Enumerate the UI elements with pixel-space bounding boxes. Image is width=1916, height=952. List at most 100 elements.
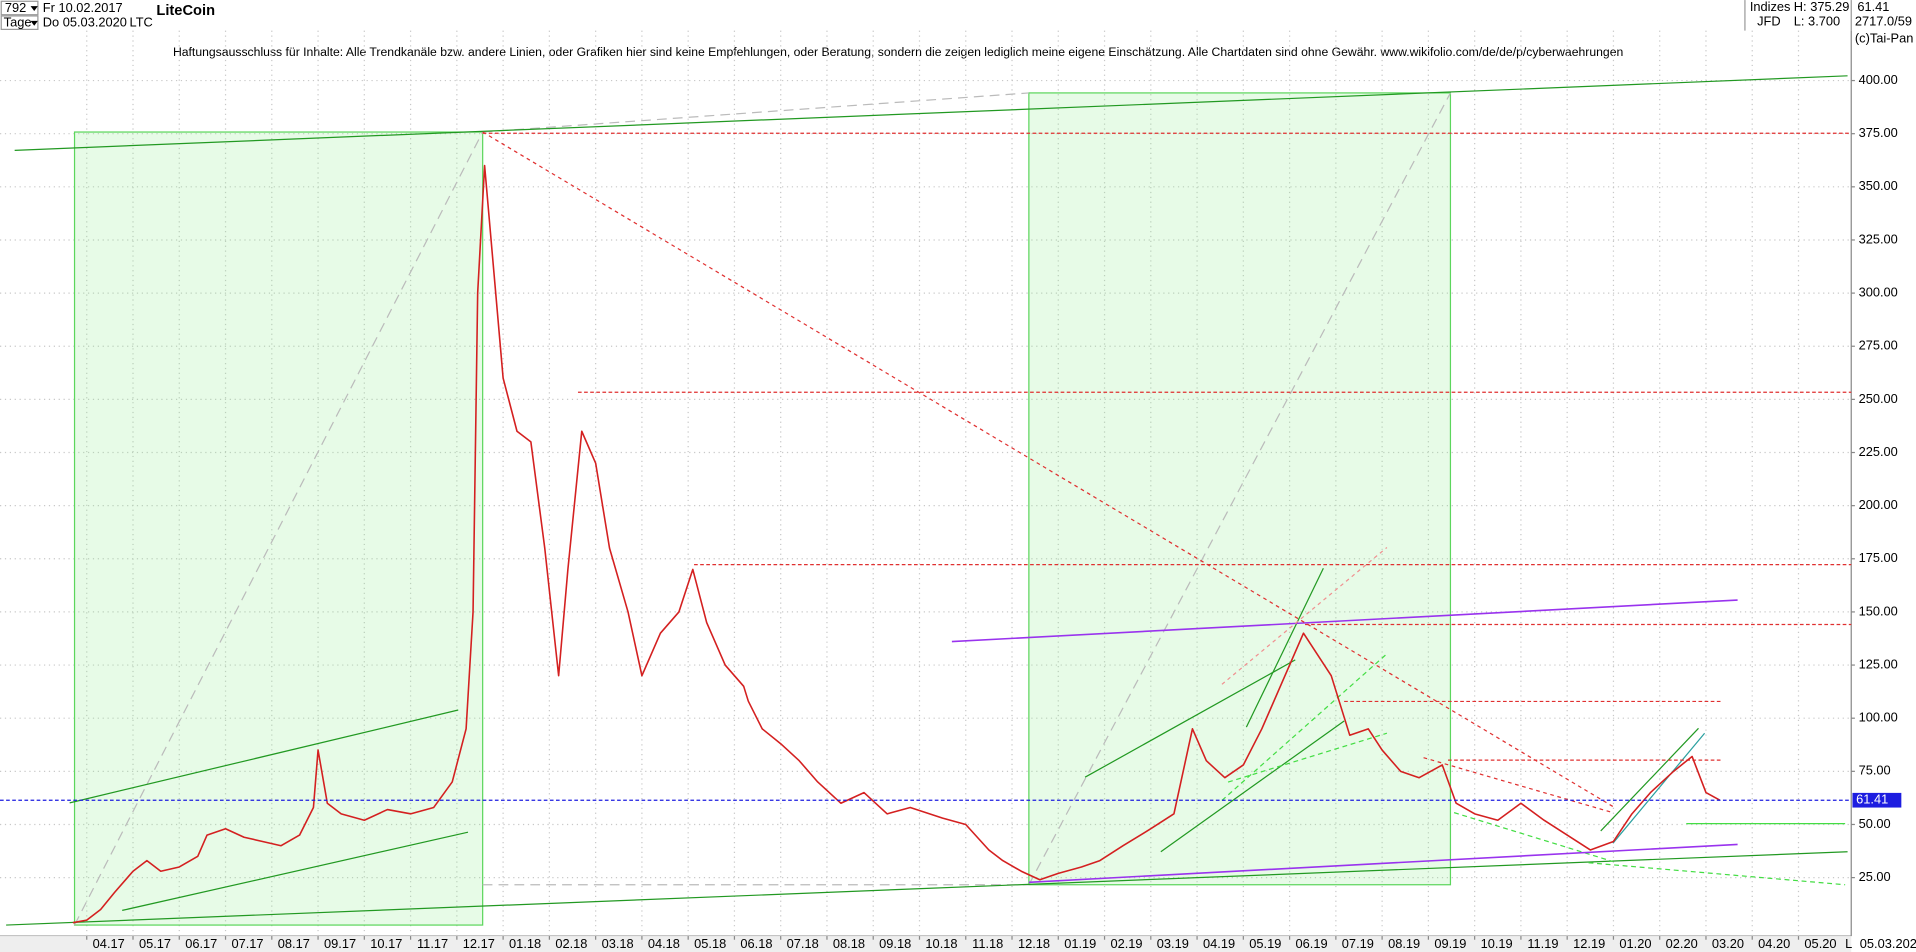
x-tick-label: 08.17 [278,936,310,951]
x-tick-label: 02.20 [1666,936,1698,951]
trend-line [1084,659,1296,778]
y-tick-label: 250.00 [1859,391,1898,406]
y-tick-label: 400.00 [1859,72,1898,87]
low: L: 3.700 [1794,13,1840,28]
x-tick-label: 10.19 [1481,936,1513,951]
trend-line [6,851,1848,926]
group: Indizes [1750,0,1791,14]
y-tick-label: 100.00 [1859,710,1898,725]
x-tick-label: 02.19 [1110,936,1142,951]
x-tick-label: 06.18 [740,936,772,951]
trend-line [951,599,1738,643]
scale-mode: L [1845,936,1852,951]
x-tick-label: 04.19 [1203,936,1235,951]
symbol: LTC [130,15,153,30]
x-tick-label: 12.19 [1573,936,1605,951]
trend-line [122,831,469,911]
start-date: Fr 10.02.2017 [43,0,123,15]
count-box[interactable] [0,0,39,16]
x-tick-label: 06.17 [185,936,217,951]
copyright: (c)Tai-Pan [1855,31,1913,46]
disclaimer: Haftungsausschluss für Inhalte: Alle Tre… [173,45,1623,59]
y-tick-label: 375.00 [1859,125,1898,140]
dropdown-icon [30,6,38,12]
price-line [72,164,1721,924]
y-tick-label: 200.00 [1859,497,1898,512]
high: H: 375.29 [1794,0,1850,14]
y-tick-label: 50.00 [1859,816,1891,831]
plot [0,164,1852,924]
trend-line [1453,812,1614,863]
annotations [6,75,1852,926]
x-tick-label: 07.19 [1342,936,1374,951]
x-tick-label: 09.17 [324,936,356,951]
diagonal [482,92,1029,133]
ratio: 2717.0/59 [1855,13,1912,28]
x-tick-label: 01.20 [1619,936,1651,951]
x-tick-label: 10.17 [370,936,402,951]
trend-line [1160,720,1345,853]
y-tick-label: 150.00 [1859,603,1898,618]
y-tick-label: 175.00 [1859,550,1898,565]
x-tick-label: 06.19 [1296,936,1328,951]
last-price-box [1852,792,1902,808]
trend-line [1227,732,1388,783]
x-tick-label: 11.18 [972,936,1003,951]
chart-title: LiteCoin [156,3,215,19]
x-tick-label: 11.17 [417,936,448,951]
y-tick-label: 350.00 [1859,178,1898,193]
footer-date: 05.03.2020 [1860,936,1916,951]
source: JFD [1757,13,1781,28]
y-tick-label: 275.00 [1859,338,1898,353]
trend-line [1423,757,1614,814]
x-tick-label: 03.20 [1712,936,1744,951]
x-tick-label: 05.18 [694,936,726,951]
y-tick-label: 75.00 [1859,763,1891,778]
diagonal [1028,92,1451,886]
x-tick-label: 08.19 [1388,936,1420,951]
trend-line [1221,547,1388,685]
dropdown-icon [30,20,38,26]
trend-line [1221,653,1388,801]
x-axis-strip [0,936,1852,952]
x-tick-label: 05.20 [1804,936,1836,951]
y-tick-label: 300.00 [1859,284,1898,299]
x-tick-label: 09.18 [879,936,911,951]
x-tick-label: 03.19 [1157,936,1189,951]
count: 792 [5,0,26,15]
grid [0,30,1852,937]
trend-line [14,75,1848,151]
x-tick-label: 05.17 [139,936,171,951]
x-tick-label: 10.18 [925,936,957,951]
x-tick-label: 07.18 [787,936,819,951]
y-tick-label: 325.00 [1859,231,1898,246]
last-price: 61.41 [1857,0,1889,14]
x-tick-label: 05.19 [1249,936,1281,951]
trend-line [1600,727,1699,832]
trend-line [1245,567,1324,728]
diagonal [73,131,484,926]
x-tick-label: 07.17 [231,936,263,951]
y-tick-label: 25.00 [1859,869,1891,884]
period-box[interactable] [0,15,39,30]
x-tick-label: 04.18 [648,936,680,951]
x-tick-label: 12.18 [1018,936,1050,951]
y-tick-label: 125.00 [1859,656,1898,671]
x-tick-label: 01.19 [1064,936,1096,951]
last-price-label: 61.41 [1856,792,1888,807]
y-tick-label: 225.00 [1859,444,1898,459]
header [0,0,1916,31]
trend-line [1612,732,1706,844]
x-tick-label: 03.18 [602,936,634,951]
end-date: Do 05.03.2020 [43,15,127,30]
x-tick-label: 04.17 [93,936,125,951]
x-tick-label: 01.18 [509,936,541,951]
trend-line [1588,862,1846,886]
x-tick-label: 09.19 [1434,936,1466,951]
trend-line [69,709,459,804]
x-tick-label: 02.18 [555,936,587,951]
x-tick-label: 04.20 [1758,936,1790,951]
